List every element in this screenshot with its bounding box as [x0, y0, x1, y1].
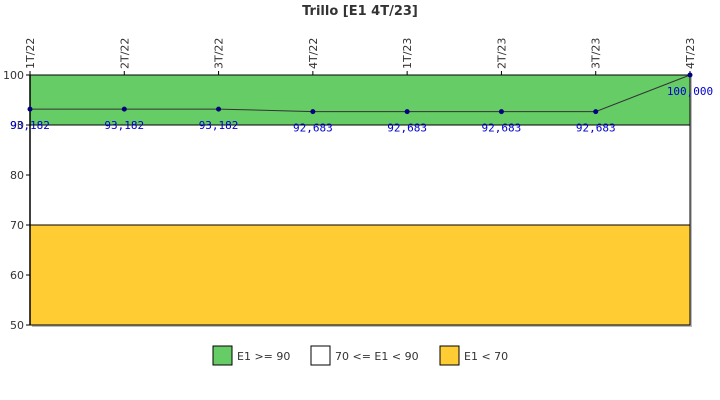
x-tick-label: 3T/22 [213, 38, 226, 69]
data-point [498, 109, 504, 115]
data-point [27, 106, 33, 112]
x-tick-label: 4T/23 [684, 38, 697, 69]
data-label: 92,683 [482, 122, 522, 135]
chart-title: Trillo [E1 4T/23] [302, 4, 418, 19]
legend-swatch [439, 345, 460, 366]
x-tick-label: 4T/22 [307, 38, 320, 69]
y-tick-label: 70 [10, 219, 24, 232]
y-tick-label: 90 [10, 119, 24, 132]
data-point [310, 109, 316, 115]
legend-swatch [212, 345, 233, 366]
data-label: 93,182 [199, 119, 239, 132]
y-tick-label: 100 [3, 69, 24, 82]
data-label: 100,000 [667, 85, 713, 98]
series-line [30, 74, 691, 113]
y-tick-label: 80 [10, 169, 24, 182]
data-point [687, 72, 693, 78]
data-label: 93,182 [10, 119, 50, 132]
legend-label: E1 >= 90 [237, 350, 290, 363]
data-label: 92,683 [576, 122, 616, 135]
data-point [593, 109, 599, 115]
band-2 [30, 225, 690, 325]
data-point [404, 109, 410, 115]
data-point [216, 106, 222, 112]
data-label: 93,182 [104, 119, 144, 132]
legend-label: 70 <= E1 < 90 [335, 350, 419, 363]
x-tick-label: 2T/22 [118, 38, 131, 69]
legend-swatch [310, 345, 331, 366]
legend-label: E1 < 70 [464, 350, 508, 363]
band-0 [30, 75, 690, 125]
y-tick-label: 50 [10, 319, 24, 332]
x-tick-label: 2T/23 [495, 38, 508, 69]
data-label: 92,683 [387, 122, 427, 135]
x-tick-label: 1T/23 [401, 38, 414, 69]
data-point [121, 106, 127, 112]
data-label: 92,683 [293, 122, 333, 135]
band-1 [30, 125, 690, 225]
x-tick-label: 3T/23 [590, 38, 603, 69]
x-tick-label: 1T/22 [24, 38, 37, 69]
y-tick-label: 60 [10, 269, 24, 282]
